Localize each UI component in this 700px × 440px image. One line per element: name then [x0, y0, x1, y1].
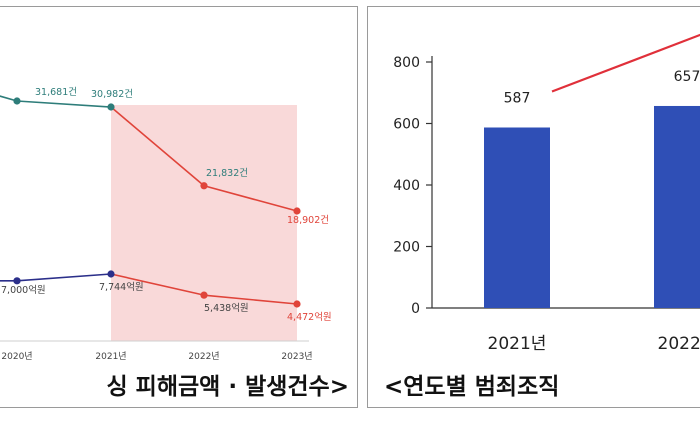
amount-line-segment — [110, 273, 205, 296]
count-line-segment — [16, 100, 112, 108]
count-data-label: 30,982건 — [91, 89, 133, 100]
bar-value-label: 657 — [674, 69, 700, 85]
count-point — [293, 207, 301, 215]
amount-line-segment — [16, 273, 112, 282]
count-point — [13, 97, 21, 105]
crime-org-bar-chart: 0 200 400 600 800 587 2021년 657 2022년 — [393, 33, 700, 354]
right-chart-panel: 0 200 400 600 800 587 2021년 657 2022년 <연도별 범죄조직 — [367, 6, 700, 408]
amount-data-label: 7,744억원 — [99, 281, 144, 293]
count-line-lead — [0, 95, 18, 102]
damage-line-chart: 31,681건 7,000억원 2020년 30,982건 7,744억원 2021년 21… — [0, 87, 332, 362]
y-tick-label: 800 — [393, 55, 420, 71]
bar — [484, 127, 550, 308]
amount-point — [13, 277, 21, 285]
x-tick-label: 2022년 — [188, 351, 219, 362]
x-tick-label: 2021년 — [488, 334, 547, 354]
x-tick-label: 2022년 — [658, 334, 700, 354]
amount-point — [107, 270, 115, 278]
amount-data-label: 4,472억원 — [287, 311, 332, 323]
trend-line — [551, 33, 700, 93]
amount-point — [293, 300, 301, 308]
amount-data-label: 5,438억원 — [204, 302, 249, 314]
right-caption: <연도별 범죄조직 — [384, 374, 560, 400]
amount-line-segment — [203, 294, 298, 305]
y-tick-label: 0 — [411, 301, 420, 317]
count-line-segment — [203, 185, 298, 212]
y-tick-label: 600 — [393, 117, 420, 133]
count-point — [200, 182, 208, 190]
bar — [654, 105, 700, 308]
count-data-label: 31,681건 — [35, 87, 77, 98]
count-point — [107, 103, 115, 111]
count-line-segment — [110, 106, 205, 187]
count-data-label: 21,832건 — [206, 168, 248, 179]
x-tick-label: 2023년 — [281, 351, 312, 362]
y-tick-label: 400 — [393, 178, 420, 194]
left-chart-panel: 31,681건 7,000억원 2020년 30,982건 7,744억원 2021년 21… — [0, 6, 358, 408]
left-caption: 싱 피해금액 · 발생건수> — [106, 374, 349, 400]
amount-data-label: 7,000억원 — [1, 284, 46, 296]
x-tick-label: 2020년 — [1, 351, 32, 362]
bar-value-label: 587 — [504, 90, 531, 106]
amount-point — [200, 291, 208, 299]
x-tick-label: 2021년 — [95, 351, 126, 362]
y-tick-label: 200 — [393, 240, 420, 256]
count-data-label: 18,902건 — [287, 215, 329, 226]
